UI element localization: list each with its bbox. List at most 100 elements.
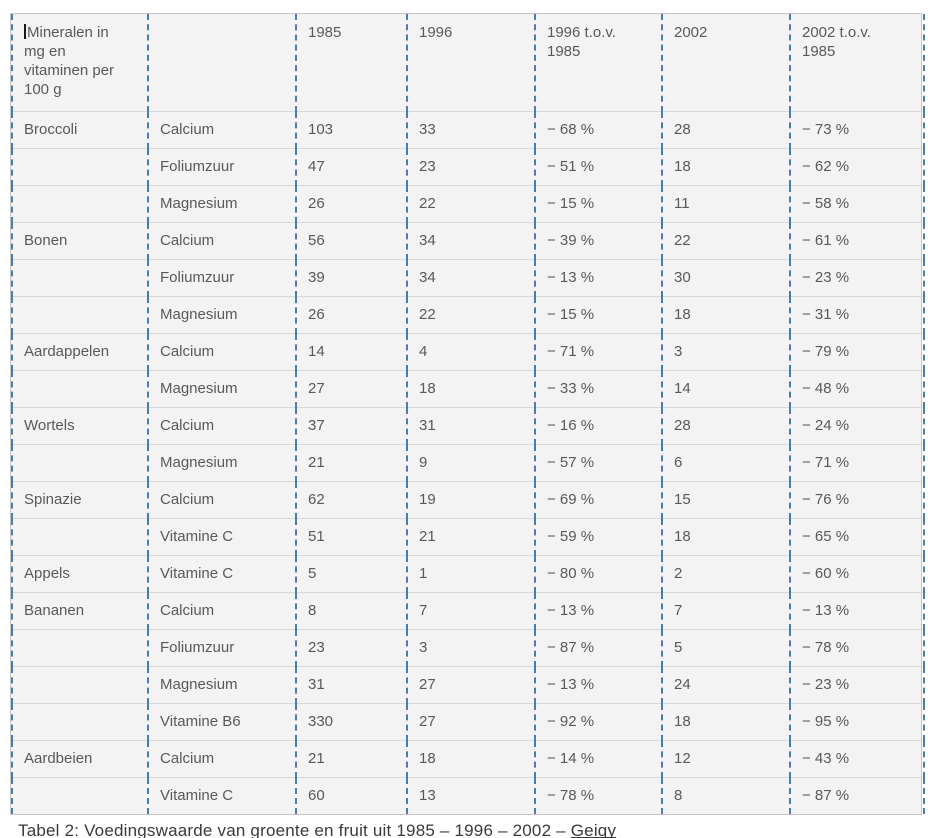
food-cell[interactable] (11, 258, 148, 296)
value-2002-cell[interactable]: 24 (661, 665, 790, 703)
pct-2002-vs-1985-cell[interactable]: − 48 % (789, 369, 925, 407)
pct-1996-vs-1985-cell[interactable]: − 51 % (534, 147, 662, 185)
nutrient-cell[interactable]: Magnesium (147, 443, 296, 481)
nutrient-cell[interactable]: Vitamine C (147, 776, 296, 814)
value-1996-cell[interactable]: 4 (406, 332, 535, 370)
value-2002-cell[interactable]: 6 (661, 443, 790, 481)
food-cell[interactable] (11, 665, 148, 703)
pct-2002-vs-1985-cell[interactable]: − 60 % (789, 554, 925, 592)
value-1985-cell[interactable]: 62 (295, 480, 407, 518)
food-cell[interactable] (11, 184, 148, 222)
header-cell-1985[interactable]: 1985 (295, 14, 407, 111)
nutrient-cell[interactable]: Magnesium (147, 369, 296, 407)
pct-2002-vs-1985-cell[interactable]: − 87 % (789, 776, 925, 814)
value-1996-cell[interactable]: 1 (406, 554, 535, 592)
pct-2002-vs-1985-cell[interactable]: − 13 % (789, 591, 925, 629)
pct-1996-vs-1985-cell[interactable]: − 59 % (534, 517, 662, 555)
pct-1996-vs-1985-cell[interactable]: − 13 % (534, 258, 662, 296)
food-cell[interactable] (11, 443, 148, 481)
nutrient-cell[interactable]: Magnesium (147, 665, 296, 703)
value-1985-cell[interactable]: 60 (295, 776, 407, 814)
pct-1996-vs-1985-cell[interactable]: − 57 % (534, 443, 662, 481)
food-cell[interactable]: Bonen (11, 221, 148, 259)
value-1985-cell[interactable]: 47 (295, 147, 407, 185)
geigy-link[interactable]: Geigy (571, 821, 616, 838)
nutrient-cell[interactable]: Vitamine C (147, 554, 296, 592)
food-cell[interactable]: Aardbeien (11, 739, 148, 777)
food-cell[interactable] (11, 147, 148, 185)
pct-2002-vs-1985-cell[interactable]: − 23 % (789, 665, 925, 703)
value-2002-cell[interactable]: 8 (661, 776, 790, 814)
pct-1996-vs-1985-cell[interactable]: − 69 % (534, 480, 662, 518)
pct-2002-vs-1985-cell[interactable]: − 79 % (789, 332, 925, 370)
food-cell[interactable]: Aardappelen (11, 332, 148, 370)
food-cell[interactable] (11, 517, 148, 555)
value-1996-cell[interactable]: 3 (406, 628, 535, 666)
food-cell[interactable] (11, 776, 148, 814)
value-1985-cell[interactable]: 37 (295, 406, 407, 444)
value-1985-cell[interactable]: 51 (295, 517, 407, 555)
value-1996-cell[interactable]: 34 (406, 221, 535, 259)
value-2002-cell[interactable]: 28 (661, 406, 790, 444)
header-cell-2002[interactable]: 2002 (661, 14, 790, 111)
pct-1996-vs-1985-cell[interactable]: − 39 % (534, 221, 662, 259)
value-2002-cell[interactable]: 7 (661, 591, 790, 629)
pct-1996-vs-1985-cell[interactable]: − 15 % (534, 184, 662, 222)
header-cell-minerals[interactable]: Mineralen in mg en vitaminen per 100 g (11, 14, 148, 111)
pct-2002-vs-1985-cell[interactable]: − 65 % (789, 517, 925, 555)
value-1996-cell[interactable]: 9 (406, 443, 535, 481)
nutrient-cell[interactable]: Calcium (147, 739, 296, 777)
nutrient-cell[interactable]: Magnesium (147, 184, 296, 222)
pct-1996-vs-1985-cell[interactable]: − 80 % (534, 554, 662, 592)
nutrient-cell[interactable]: Foliumzuur (147, 258, 296, 296)
value-1996-cell[interactable]: 23 (406, 147, 535, 185)
value-2002-cell[interactable]: 18 (661, 702, 790, 740)
food-cell[interactable]: Appels (11, 554, 148, 592)
value-1985-cell[interactable]: 27 (295, 369, 407, 407)
pct-1996-vs-1985-cell[interactable]: − 16 % (534, 406, 662, 444)
pct-2002-vs-1985-cell[interactable]: − 95 % (789, 702, 925, 740)
nutrient-cell[interactable]: Calcium (147, 480, 296, 518)
value-1985-cell[interactable]: 5 (295, 554, 407, 592)
pct-2002-vs-1985-cell[interactable]: − 43 % (789, 739, 925, 777)
pct-1996-vs-1985-cell[interactable]: − 87 % (534, 628, 662, 666)
value-1985-cell[interactable]: 26 (295, 295, 407, 333)
value-1996-cell[interactable]: 18 (406, 369, 535, 407)
pct-2002-vs-1985-cell[interactable]: − 61 % (789, 221, 925, 259)
value-1985-cell[interactable]: 330 (295, 702, 407, 740)
value-1985-cell[interactable]: 39 (295, 258, 407, 296)
pct-1996-vs-1985-cell[interactable]: − 68 % (534, 110, 662, 148)
pct-2002-vs-1985-cell[interactable]: − 58 % (789, 184, 925, 222)
nutrient-cell[interactable]: Foliumzuur (147, 147, 296, 185)
value-2002-cell[interactable]: 22 (661, 221, 790, 259)
value-1996-cell[interactable]: 13 (406, 776, 535, 814)
value-2002-cell[interactable]: 18 (661, 295, 790, 333)
food-cell[interactable]: Bananen (11, 591, 148, 629)
pct-2002-vs-1985-cell[interactable]: − 76 % (789, 480, 925, 518)
pct-2002-vs-1985-cell[interactable]: − 71 % (789, 443, 925, 481)
food-cell[interactable] (11, 369, 148, 407)
food-cell[interactable]: Spinazie (11, 480, 148, 518)
food-cell[interactable] (11, 702, 148, 740)
nutrient-cell[interactable]: Vitamine C (147, 517, 296, 555)
nutrient-cell[interactable]: Calcium (147, 332, 296, 370)
value-2002-cell[interactable]: 5 (661, 628, 790, 666)
value-1985-cell[interactable]: 14 (295, 332, 407, 370)
header-cell-nutrient[interactable] (147, 14, 296, 111)
nutrient-cell[interactable]: Calcium (147, 221, 296, 259)
pct-1996-vs-1985-cell[interactable]: − 78 % (534, 776, 662, 814)
value-2002-cell[interactable]: 2 (661, 554, 790, 592)
value-1985-cell[interactable]: 56 (295, 221, 407, 259)
food-cell[interactable] (11, 295, 148, 333)
nutrient-cell[interactable]: Calcium (147, 110, 296, 148)
food-cell[interactable]: Wortels (11, 406, 148, 444)
pct-2002-vs-1985-cell[interactable]: − 24 % (789, 406, 925, 444)
pct-2002-vs-1985-cell[interactable]: − 31 % (789, 295, 925, 333)
value-1996-cell[interactable]: 22 (406, 295, 535, 333)
value-1996-cell[interactable]: 33 (406, 110, 535, 148)
pct-2002-vs-1985-cell[interactable]: − 78 % (789, 628, 925, 666)
nutrient-cell[interactable]: Vitamine B6 (147, 702, 296, 740)
value-1985-cell[interactable]: 31 (295, 665, 407, 703)
food-cell[interactable] (11, 628, 148, 666)
value-2002-cell[interactable]: 15 (661, 480, 790, 518)
